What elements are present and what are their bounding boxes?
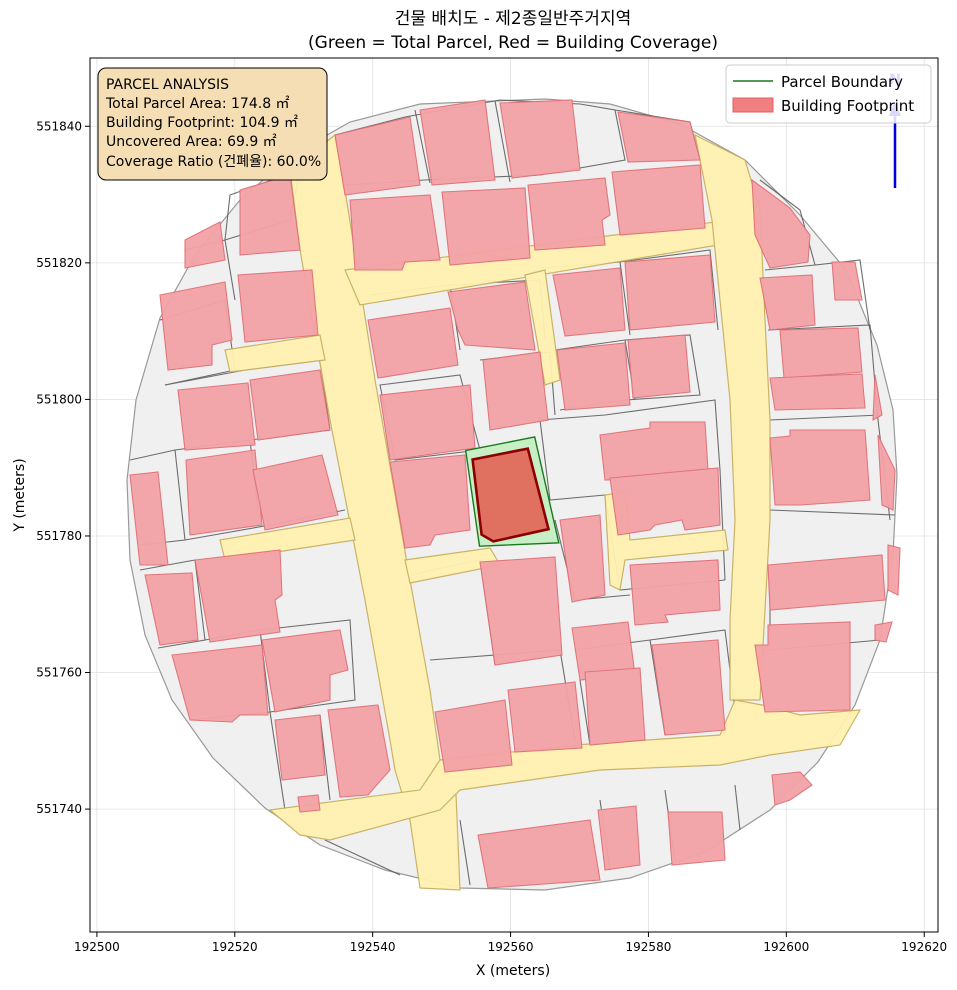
y-tick-label: 551760	[36, 666, 82, 680]
target-building[interactable]	[471, 447, 551, 543]
x-tick-label: 192560	[488, 940, 534, 954]
x-tick-label: 192500	[74, 940, 120, 954]
x-tick-label: 192580	[626, 940, 672, 954]
x-tick-label: 192620	[901, 940, 947, 954]
x-tick-label: 192520	[212, 940, 258, 954]
building-footprints	[129, 99, 901, 889]
x-tick-label: 192600	[763, 940, 809, 954]
y-axis-ticks: 551740 551760 551780 551800 551820 551840	[36, 119, 90, 816]
plot-frame	[89, 57, 939, 933]
x-axis-label: X (meters)	[476, 963, 550, 979]
info-uncovered-area: Uncovered Area: 69.9 ㎡	[106, 134, 277, 150]
info-total-parcel-area: Total Parcel Area: 174.8 ㎡	[105, 96, 290, 112]
parcel-analysis-box: PARCEL ANALYSIS Total Parcel Area: 174.8…	[97, 67, 328, 181]
y-tick-label: 551800	[36, 392, 82, 406]
legend-parcel-boundary-label: Parcel Boundary	[781, 73, 903, 91]
y-tick-label: 551820	[36, 256, 82, 270]
y-tick-label: 551740	[36, 802, 82, 816]
info-building-footprint: Building Footprint: 104.9 ㎡	[106, 115, 298, 131]
info-coverage-ratio: Coverage Ratio (건폐율): 60.0%	[106, 154, 321, 170]
legend-building-footprint-label: Building Footprint	[781, 97, 914, 115]
road-mid-left	[219, 517, 356, 561]
x-axis-ticks: 192500 192520 192540 192560 192580 192600 1926…	[74, 932, 947, 954]
info-heading: PARCEL ANALYSIS	[106, 77, 229, 93]
legend: Parcel Boundary Building Footprint	[725, 64, 932, 124]
y-axis-label: Y (meters)	[12, 458, 28, 532]
y-tick-label: 551780	[36, 529, 82, 543]
road-left-short	[224, 334, 326, 373]
legend-building-footprint-swatch	[732, 97, 774, 113]
plot-title-line2: (Green = Total Parcel, Red = Building Co…	[308, 33, 718, 53]
plot-title-line1: 건물 배치도 - 제2종일반주거지역	[395, 9, 631, 29]
road-network	[219, 133, 862, 891]
x-tick-label: 192540	[350, 940, 396, 954]
road-top-spur	[524, 269, 561, 386]
y-tick-label: 551840	[36, 119, 82, 133]
